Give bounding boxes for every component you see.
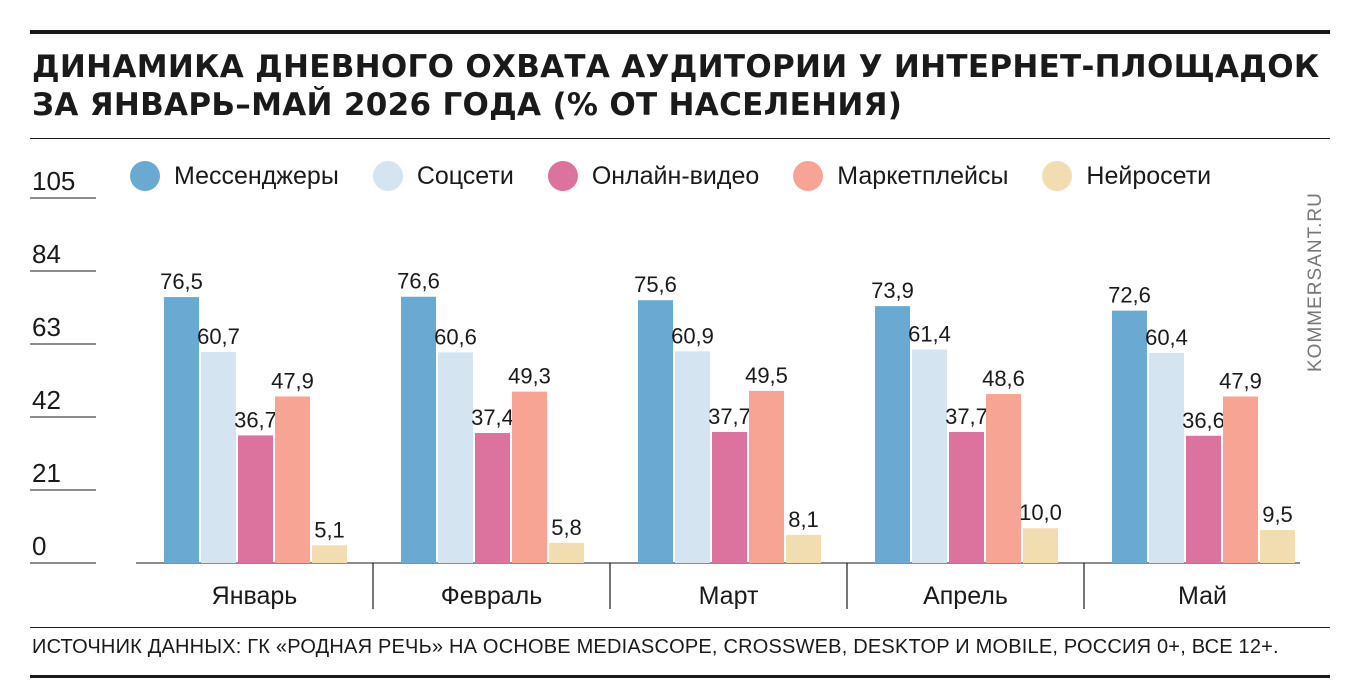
bar	[1112, 310, 1147, 563]
data-label: 60,7	[197, 324, 240, 349]
bar	[712, 431, 747, 563]
data-label: 36,7	[234, 407, 277, 432]
legend-label: Нейросети	[1086, 161, 1212, 190]
bar	[201, 351, 236, 563]
legend-item-2: Соцсети	[372, 161, 514, 191]
source-note: ИСТОЧНИК ДАННЫХ: ГК «РОДНАЯ РЕЧЬ» НА ОСН…	[32, 636, 1279, 658]
legend-label: Онлайн-видео	[591, 161, 760, 190]
legend-label: Мессенджеры	[174, 161, 339, 190]
data-label: 37,4	[471, 405, 514, 430]
y-tick-label: 63	[32, 312, 61, 342]
data-label: 37,7	[708, 404, 751, 429]
data-label: 60,9	[671, 323, 714, 348]
bar	[1023, 528, 1058, 563]
bar	[875, 306, 910, 563]
bar	[638, 300, 673, 563]
chart-title-line-2: ЗА ЯНВАРЬ–МАЙ 2026 ГОДА (% ОТ НАСЕЛЕНИЯ)	[32, 87, 903, 123]
bar	[512, 391, 547, 563]
data-label: 48,6	[982, 366, 1025, 391]
data-label: 60,6	[434, 324, 477, 349]
data-label: 60,4	[1145, 325, 1188, 350]
y-tick-label: 0	[32, 531, 46, 561]
bar	[986, 394, 1021, 563]
data-label: 76,6	[397, 269, 440, 294]
data-label: 47,9	[271, 368, 314, 393]
legend-item-5: Нейросети	[1042, 161, 1211, 191]
data-label: 9,5	[1262, 502, 1293, 527]
data-label: 47,9	[1219, 368, 1262, 393]
y-tick-label: 42	[32, 385, 61, 415]
x-tick-label: Январь	[212, 582, 298, 610]
y-tick-label: 21	[32, 458, 61, 488]
legend-label: Маркетплейсы	[837, 161, 1009, 190]
data-label: 72,6	[1108, 283, 1151, 308]
chart-title-line-1: ДИНАМИКА ДНЕВНОГО ОХВАТА АУДИТОРИИ У ИНТ…	[32, 49, 1320, 85]
bar	[786, 534, 821, 563]
data-label: 73,9	[871, 278, 914, 303]
bar	[475, 432, 510, 563]
bar	[949, 431, 984, 563]
legend-swatch	[372, 161, 403, 191]
data-label: 49,3	[508, 364, 551, 389]
data-label: 75,6	[634, 272, 677, 297]
legend-item-3: Онлайн-видео	[547, 161, 760, 191]
bar	[912, 349, 947, 563]
legend-label: Соцсети	[416, 161, 514, 190]
chart-title: ДИНАМИКА ДНЕВНОГО ОХВАТА АУДИТОРИИ У ИНТ…	[32, 48, 1322, 124]
data-label: 49,5	[745, 363, 788, 388]
bar	[1223, 396, 1258, 563]
bar	[549, 542, 584, 563]
x-tick-label: Май	[1178, 582, 1227, 610]
bar	[675, 351, 710, 563]
data-label: 5,1	[314, 517, 345, 542]
bar	[312, 545, 347, 563]
data-label: 5,8	[551, 515, 582, 540]
legend-swatch	[130, 161, 160, 191]
bottom-rule	[30, 675, 1330, 678]
data-label: 8,1	[788, 507, 819, 532]
bar	[275, 396, 310, 563]
bar	[1186, 435, 1221, 563]
title-rule	[30, 138, 1330, 139]
bar	[1149, 353, 1184, 563]
bar	[238, 435, 273, 563]
y-tick-label: 84	[32, 239, 61, 269]
x-tick-label: Март	[699, 582, 759, 610]
watermark: KOMMERSANT.RU	[1305, 192, 1326, 372]
bar	[401, 296, 436, 563]
bar	[438, 352, 473, 563]
top-rule	[30, 30, 1330, 34]
legend-item-4: Маркетплейсы	[793, 161, 1008, 191]
source-rule	[30, 627, 1330, 628]
chart-legend: Мессенджеры Соцсети Онлайн-видео Маркетплей…	[130, 160, 1245, 192]
legend-item-1: Мессенджеры	[130, 161, 339, 191]
bar	[1260, 529, 1295, 563]
bar	[749, 390, 784, 563]
data-label: 61,4	[908, 322, 951, 347]
legend-swatch	[1042, 161, 1073, 191]
x-tick-label: Апрель	[923, 582, 1008, 610]
x-tick-label: Февраль	[441, 582, 543, 610]
legend-swatch	[793, 161, 824, 191]
legend-swatch	[547, 161, 578, 191]
data-label: 36,6	[1182, 408, 1225, 433]
data-label: 10,0	[1019, 500, 1062, 525]
y-tick-label: 105	[32, 166, 75, 196]
bar	[164, 297, 199, 563]
data-label: 76,5	[160, 269, 203, 294]
data-label: 37,7	[945, 404, 988, 429]
